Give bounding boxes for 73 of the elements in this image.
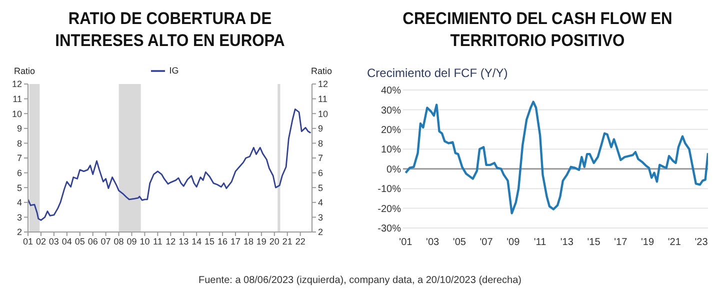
chart-title: CRECIMIENTO DEL CASH FLOW EN TERRITORIO POSITIVO (402, 8, 674, 52)
y2-tick-label: 3 (318, 212, 324, 222)
x-tick-label: 21 (282, 236, 292, 246)
x-tick-label: '05 (452, 237, 466, 248)
source-note: Fuente: a 08/06/2023 (izquierda), company data, a 20/10/2023 (derecha) (198, 274, 522, 287)
y-tick-label: 8 (16, 138, 22, 148)
y-tick-label: -30% (378, 224, 402, 235)
x-tick-label: '03 (426, 237, 440, 248)
legend-label: IG (169, 65, 179, 76)
y2-tick-label: 7 (318, 153, 324, 164)
x-tick-label: 06 (88, 236, 98, 246)
x-tick-label: 14 (192, 236, 202, 246)
y2-tick-label: 11 (318, 94, 328, 104)
x-tick-label: 17 (230, 236, 240, 246)
x-tick-label: '07 (480, 237, 494, 248)
y2-tick-label: 10 (318, 108, 328, 119)
x-tick-label: '23 (694, 237, 708, 248)
x-tick-label: 03 (48, 236, 59, 246)
x-tick-label: '09 (506, 237, 520, 248)
x-tick-label: 11 (153, 236, 162, 246)
y2-tick-label: 9 (318, 124, 324, 134)
x-tick-label: 08 (114, 236, 124, 246)
x-tick-label: '13 (560, 237, 574, 248)
x-tick-label: '01 (399, 237, 413, 248)
y2-tick-label: 4 (318, 198, 324, 208)
x-tick-label: '11 (534, 237, 547, 248)
y-tick-label: 6 (16, 168, 22, 178)
x-tick-label: '19 (641, 237, 654, 248)
y2-tick-label: 6 (318, 168, 324, 178)
x-tick-label: 02 (36, 236, 46, 246)
y-tick-label: 4 (16, 198, 22, 208)
x-tick-label: 07 (100, 236, 111, 246)
y-tick-label: 5 (16, 182, 22, 193)
x-tick-label: 13 (178, 236, 189, 246)
chart-title: RATIO DE COBERTURA DE INTERESES ALTO EN EUROPA (54, 8, 286, 52)
x-tick-label: 05 (74, 236, 85, 246)
x-tick-label: '21 (668, 237, 682, 248)
x-tick-label: '17 (614, 237, 628, 248)
x-tick-label: 15 (204, 236, 215, 246)
y2-tick-label: 8 (318, 138, 324, 148)
line-series (28, 108, 312, 221)
y2-tick-label: 2 (318, 227, 324, 238)
y-tick-label: 20% (380, 124, 402, 136)
line-series (404, 100, 708, 214)
x-tick-label: 20 (269, 236, 280, 246)
x-tick-label: 19 (256, 236, 266, 246)
y2-tick-label: 5 (318, 182, 324, 193)
y-tick-label: 9 (16, 124, 22, 134)
y-tick-label: 40% (380, 86, 402, 97)
x-tick-label: 22 (295, 236, 306, 246)
x-tick-label: '15 (587, 237, 601, 248)
x-tick-label: 12 (166, 236, 176, 246)
y-tick-label: 2 (16, 227, 22, 238)
y-tick-label: -10% (378, 184, 402, 196)
y-axis-title: Crecimiento del FCF (Y/Y) (367, 66, 508, 80)
x-tick-label: 10 (140, 236, 150, 246)
y-axis-title: Ratio (14, 66, 36, 76)
x-tick-label: 01 (22, 236, 34, 246)
y-tick-label: 11 (12, 94, 22, 104)
y-tick-label: 10 (12, 108, 22, 119)
y2-tick-label: 12 (318, 79, 328, 90)
y-tick-label: 30% (380, 105, 402, 116)
y-tick-label: -20% (378, 204, 402, 215)
x-tick-label: 09 (126, 236, 137, 246)
x-tick-label: 04 (62, 236, 72, 246)
x-tick-label: 18 (243, 236, 254, 246)
y-tick-label: 7 (16, 153, 22, 164)
y-tick-label: 3 (16, 212, 22, 222)
y2-axis-title: Ratio (310, 66, 332, 76)
y-tick-label: 10% (380, 144, 402, 156)
y-tick-label: 12 (12, 79, 22, 90)
y-tick-label: 0% (386, 164, 402, 176)
x-tick-label: 16 (218, 236, 228, 246)
